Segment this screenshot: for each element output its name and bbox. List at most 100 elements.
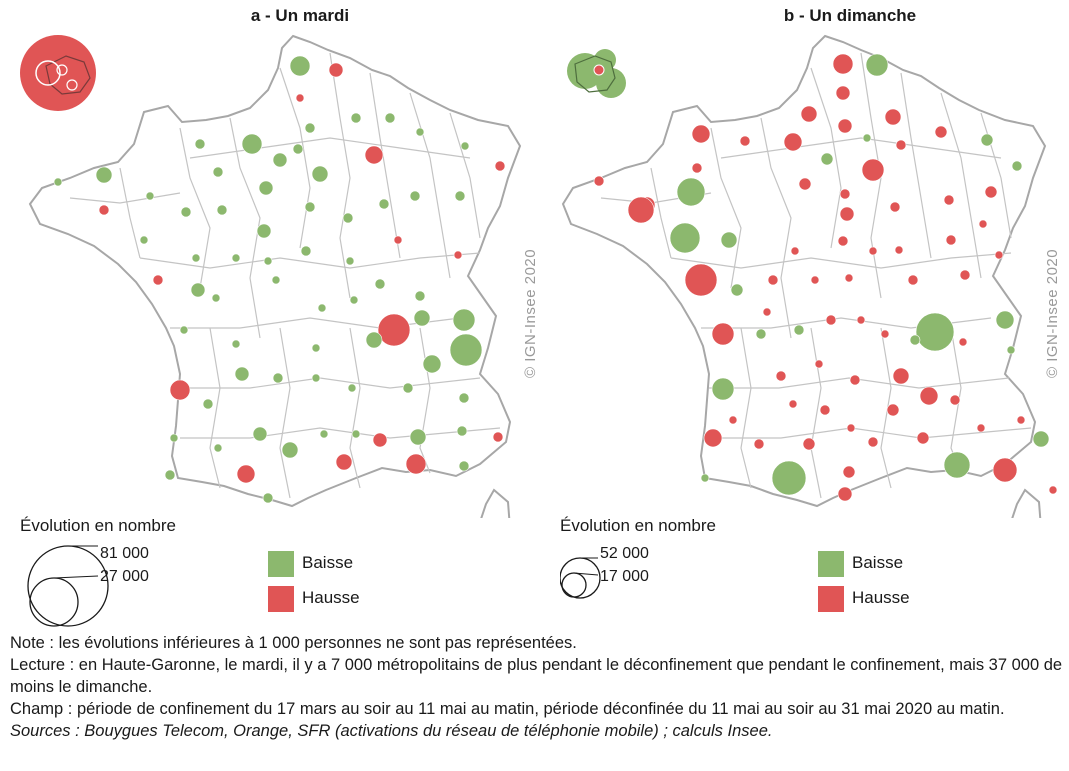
sunday-bubble-hausse: [856, 315, 866, 325]
map-title-sunday: b - Un dimanche: [783, 6, 917, 25]
sunday-bubble-hausse: [832, 53, 854, 75]
tuesday-bubble-baisse: [458, 392, 470, 404]
tuesday-bubble-baisse: [319, 429, 329, 439]
tuesday-bubble-baisse: [216, 204, 228, 216]
sunday-bubble-hausse: [728, 415, 738, 425]
tuesday-bubble-baisse: [191, 253, 201, 263]
tuesday-bubble-hausse: [328, 62, 344, 78]
map-tuesday: [20, 34, 522, 518]
sunday-bubble-hausse: [994, 250, 1004, 260]
sunday-bubble-hausse: [892, 367, 910, 385]
legend-label-baisse-tuesday: Baisse: [302, 553, 354, 572]
tuesday-bubble-baisse: [413, 309, 431, 327]
tuesday-bubble-baisse: [234, 366, 250, 382]
tuesday-bubble-baisse: [292, 143, 304, 155]
sunday-bubble-hausse: [753, 438, 765, 450]
sunday-bubble-hausse: [775, 370, 787, 382]
legend-title-sunday: Évolution en nombre: [560, 516, 716, 535]
legend-swatch-hausse-tuesday: [268, 586, 294, 612]
note-text: Note : les évolutions inférieures à 1 00…: [10, 634, 577, 652]
sunday-bubble-hausse: [846, 423, 856, 433]
sunday-bubble-baisse: [1032, 430, 1050, 448]
tuesday-bubble-hausse: [169, 379, 191, 401]
tuesday-bubble-hausse: [377, 313, 411, 347]
tuesday-bubble-baisse: [300, 245, 312, 257]
tuesday-bubble-baisse: [374, 278, 386, 290]
department-borders: [600, 52, 1032, 499]
legend-swatch-baisse-tuesday: [268, 551, 294, 577]
sunday-bubble-hausse: [802, 437, 816, 451]
tuesday-bubble-baisse: [281, 441, 299, 459]
sunday-bubble-hausse: [959, 269, 971, 281]
sunday-bubble-hausse: [837, 118, 853, 134]
sources-text: Sources : Bouygues Telecom, Orange, SFR …: [10, 722, 773, 740]
tuesday-bubble-hausse: [405, 453, 427, 475]
tuesday-bubble-baisse: [317, 303, 327, 313]
sunday-bubble-hausse: [593, 175, 605, 187]
legend-size-small-sunday: 17 000: [600, 568, 649, 585]
copyright-tuesday: © IGN-Insee 2020: [522, 248, 539, 378]
sunday-bubble-hausse: [691, 162, 703, 174]
legend-size-circles-sunday: [560, 557, 601, 599]
tuesday-bubble-baisse: [414, 290, 426, 302]
sunday-bubble-hausse: [1016, 415, 1026, 425]
tuesday-bubble-baisse: [272, 372, 284, 384]
sunday-bubble-hausse: [825, 314, 837, 326]
sunday-bubble-baisse: [915, 312, 955, 352]
sunday-bubble-baisse: [1011, 160, 1023, 172]
tuesday-bubble-baisse: [452, 308, 476, 332]
sunday-bubble-hausse: [835, 85, 851, 101]
tuesday-bubble-baisse: [422, 354, 442, 374]
tuesday-bubble-baisse: [262, 492, 274, 504]
tuesday-bubble-hausse: [295, 93, 305, 103]
sunday-bubble-hausse: [868, 246, 878, 256]
sunday-bubble-hausse: [703, 428, 723, 448]
tuesday-bubble-baisse: [311, 373, 321, 383]
tuesday-bubble-baisse: [365, 331, 383, 349]
tuesday-bubble-baisse: [402, 382, 414, 394]
sunday-bubble-baisse: [820, 152, 834, 166]
sunday-bubble-baisse: [1006, 345, 1016, 355]
tuesday-bubble-baisse: [345, 256, 355, 266]
tuesday-bubble-baisse: [231, 339, 241, 349]
legend-label-hausse-sunday: Hausse: [852, 588, 910, 607]
sunday-bubble-hausse: [992, 457, 1018, 483]
bubbles-tuesday: [53, 55, 506, 504]
notes-block: Note : les évolutions inférieures à 1 00…: [10, 632, 1065, 742]
sunday-bubble-hausse: [810, 275, 820, 285]
inset-paris-area: [20, 35, 96, 111]
tuesday-bubble-baisse: [311, 165, 329, 183]
sunday-bubble-hausse: [837, 486, 853, 502]
tuesday-bubble-hausse: [453, 250, 463, 260]
sunday-bubble-hausse: [884, 108, 902, 126]
tuesday-bubble-baisse: [458, 460, 470, 472]
tuesday-bubble-baisse: [409, 428, 427, 446]
tuesday-bubble-baisse: [272, 152, 288, 168]
tuesday-bubble-baisse: [351, 429, 361, 439]
tuesday-bubble-baisse: [378, 198, 390, 210]
sunday-bubble-baisse: [711, 377, 735, 401]
tuesday-bubble-baisse: [164, 469, 176, 481]
tuesday-bubble-baisse: [342, 212, 354, 224]
sunday-bubble-hausse: [943, 194, 955, 206]
sunday-bubble-hausse: [984, 185, 998, 199]
sunday-bubble-hausse: [867, 436, 879, 448]
france-outline: [28, 34, 522, 518]
sunday-bubble-hausse: [978, 219, 988, 229]
tuesday-bubble-hausse: [494, 160, 506, 172]
sunday-bubble-baisse: [793, 324, 805, 336]
sunday-bubble-hausse: [916, 431, 930, 445]
legend-size-small-tuesday: 27 000: [100, 568, 149, 585]
tuesday-bubble-baisse: [460, 141, 470, 151]
legend-swatch-baisse-sunday: [818, 551, 844, 577]
tuesday-bubble-baisse: [347, 383, 357, 393]
sunday-bubble-hausse: [894, 245, 904, 255]
sunday-bubble-hausse: [1048, 485, 1058, 495]
map-title-tuesday: a - Un mardi: [250, 6, 350, 25]
sunday-bubble-hausse: [889, 201, 901, 213]
sunday-bubble-hausse: [976, 423, 986, 433]
sunday-bubble-hausse: [627, 196, 655, 224]
sunday-bubble-hausse: [814, 359, 824, 369]
sunday-bubble-hausse: [844, 273, 854, 283]
sunday-bubble-hausse: [800, 105, 818, 123]
